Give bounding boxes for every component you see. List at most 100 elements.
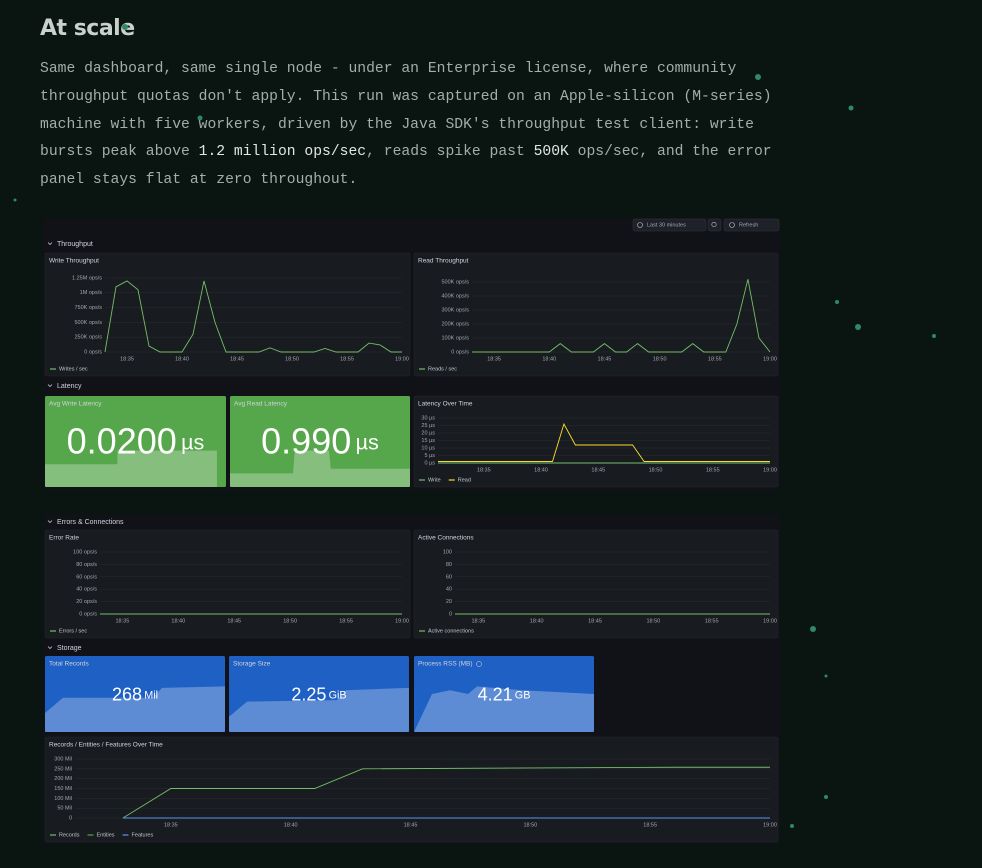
panel-title: Records / Entities / Features Over Time (49, 742, 163, 749)
y-tick-label: 300K ops/s (441, 307, 469, 313)
y-tick-label: 750K ops/s (74, 305, 102, 311)
x-tick-label: 18:50 (646, 618, 660, 624)
x-tick-label: 18:50 (283, 618, 297, 624)
series-line (104, 280, 402, 353)
stat-number: 268 (112, 684, 142, 704)
stat-unit: GiB (329, 689, 347, 701)
legend-label: Read (458, 477, 471, 483)
panel-title: Write Throughput (49, 258, 99, 265)
legend-label: Write (428, 477, 441, 483)
legend-label: Errors / sec (59, 628, 87, 634)
dot (810, 626, 816, 632)
y-tick-label: 100 ops/s (73, 549, 97, 555)
x-tick-label: 18:50 (523, 822, 537, 828)
y-tick-label: 20 (446, 599, 452, 605)
y-tick-label: 100K ops/s (441, 335, 469, 341)
y-tick-label: 0 (69, 815, 72, 821)
dot (932, 334, 936, 338)
x-tick-label: 18:35 (487, 356, 501, 362)
time-range: Last 30 minutes (647, 222, 686, 228)
y-tick-label: 500K ops/s (74, 320, 102, 326)
panel (413, 252, 779, 377)
x-tick-label: 18:40 (530, 618, 544, 624)
row-chevron (47, 646, 53, 650)
panel-title: Total Records (49, 661, 89, 668)
refresh-icon (729, 222, 735, 228)
x-tick-label: 19:00 (763, 356, 777, 362)
x-tick-label: 19:00 (395, 356, 409, 362)
stat-unit: µs (356, 429, 379, 454)
y-tick-label: 1.25M ops/s (72, 275, 102, 281)
text: ops/sec, and the error panel stays flat … (40, 144, 772, 189)
info-icon (476, 661, 482, 667)
row-chevron (47, 384, 53, 388)
clock-icon (637, 222, 643, 228)
text: Same dashboard, same single node - under… (40, 61, 772, 161)
y-tick-label: 150 Mil (54, 786, 72, 792)
legend-label: Reads / sec (428, 366, 457, 372)
dot (835, 300, 839, 304)
y-tick-label: 200K ops/s (441, 321, 469, 327)
x-tick-label: 18:55 (706, 467, 720, 473)
stat-value: 2.25 GiB (291, 684, 346, 704)
panel-title: Read Throughput (418, 258, 469, 265)
panel-title: Storage Size (233, 661, 271, 668)
sparkline-decoration (45, 450, 217, 487)
y-tick-label: 60 (446, 574, 452, 580)
y-tick-label: 15 µs (421, 438, 435, 444)
stat-value: 0.0200 µs (67, 420, 205, 461)
stat-value: 268 Mil (112, 684, 158, 704)
zoom-button (707, 218, 722, 232)
dot (824, 674, 828, 678)
dot (790, 824, 794, 828)
x-tick-label: 19:00 (395, 618, 409, 624)
panel (44, 529, 411, 639)
legend-label: Records (59, 832, 80, 838)
y-tick-label: 300 Mil (54, 756, 72, 762)
zoom-icon (711, 222, 717, 228)
x-tick-label: 18:45 (598, 356, 612, 362)
x-tick-label: 18:35 (164, 822, 178, 828)
x-tick-label: 18:40 (534, 467, 548, 473)
stat-number: 4.21 (478, 684, 513, 704)
x-tick-label: 18:35 (120, 356, 134, 362)
stat-number: 0.990 (261, 420, 351, 461)
y-tick-label: 0 ops/s (84, 349, 102, 355)
stat-panel (414, 656, 594, 732)
stat-panel (45, 396, 226, 487)
dot (824, 795, 828, 799)
y-tick-label: 50 Mil (57, 806, 72, 812)
row-chevron (47, 520, 53, 524)
x-tick-label: 18:45 (591, 467, 605, 473)
sparkline-decoration (414, 686, 594, 732)
y-tick-label: 40 (446, 587, 452, 593)
refresh-label: Refresh (739, 222, 758, 228)
series-line (438, 422, 770, 462)
y-tick-label: 100 Mil (54, 796, 72, 802)
x-tick-label: 18:45 (230, 356, 244, 362)
y-tick-label: 100 (443, 549, 452, 555)
y-tick-label: 30 µs (421, 415, 435, 421)
series-line (122, 766, 770, 819)
stat-panel (229, 656, 409, 732)
dot (848, 105, 854, 111)
legend-label: Entities (96, 832, 114, 838)
y-tick-label: 250 Mil (54, 766, 72, 772)
emphasis: 500K (533, 144, 569, 161)
x-tick-label: 18:40 (542, 356, 556, 362)
stat-number: 0.0200 (67, 420, 177, 461)
x-tick-label: 18:35 (477, 467, 491, 473)
panel (44, 736, 779, 843)
panel-title: Error Rate (49, 535, 79, 542)
y-tick-label: 80 (446, 562, 452, 568)
time-range-button (632, 218, 707, 232)
x-tick-label: 18:55 (708, 356, 722, 362)
y-tick-label: 5 µs (424, 453, 435, 459)
stat-number: 2.25 (291, 684, 326, 704)
panel-title: Latency Over Time (418, 401, 473, 408)
y-tick-label: 40 ops/s (76, 587, 97, 593)
emphasis: 1.2 million ops/sec (198, 144, 367, 161)
legend-label: Writes / sec (59, 366, 88, 372)
dot (197, 115, 203, 121)
